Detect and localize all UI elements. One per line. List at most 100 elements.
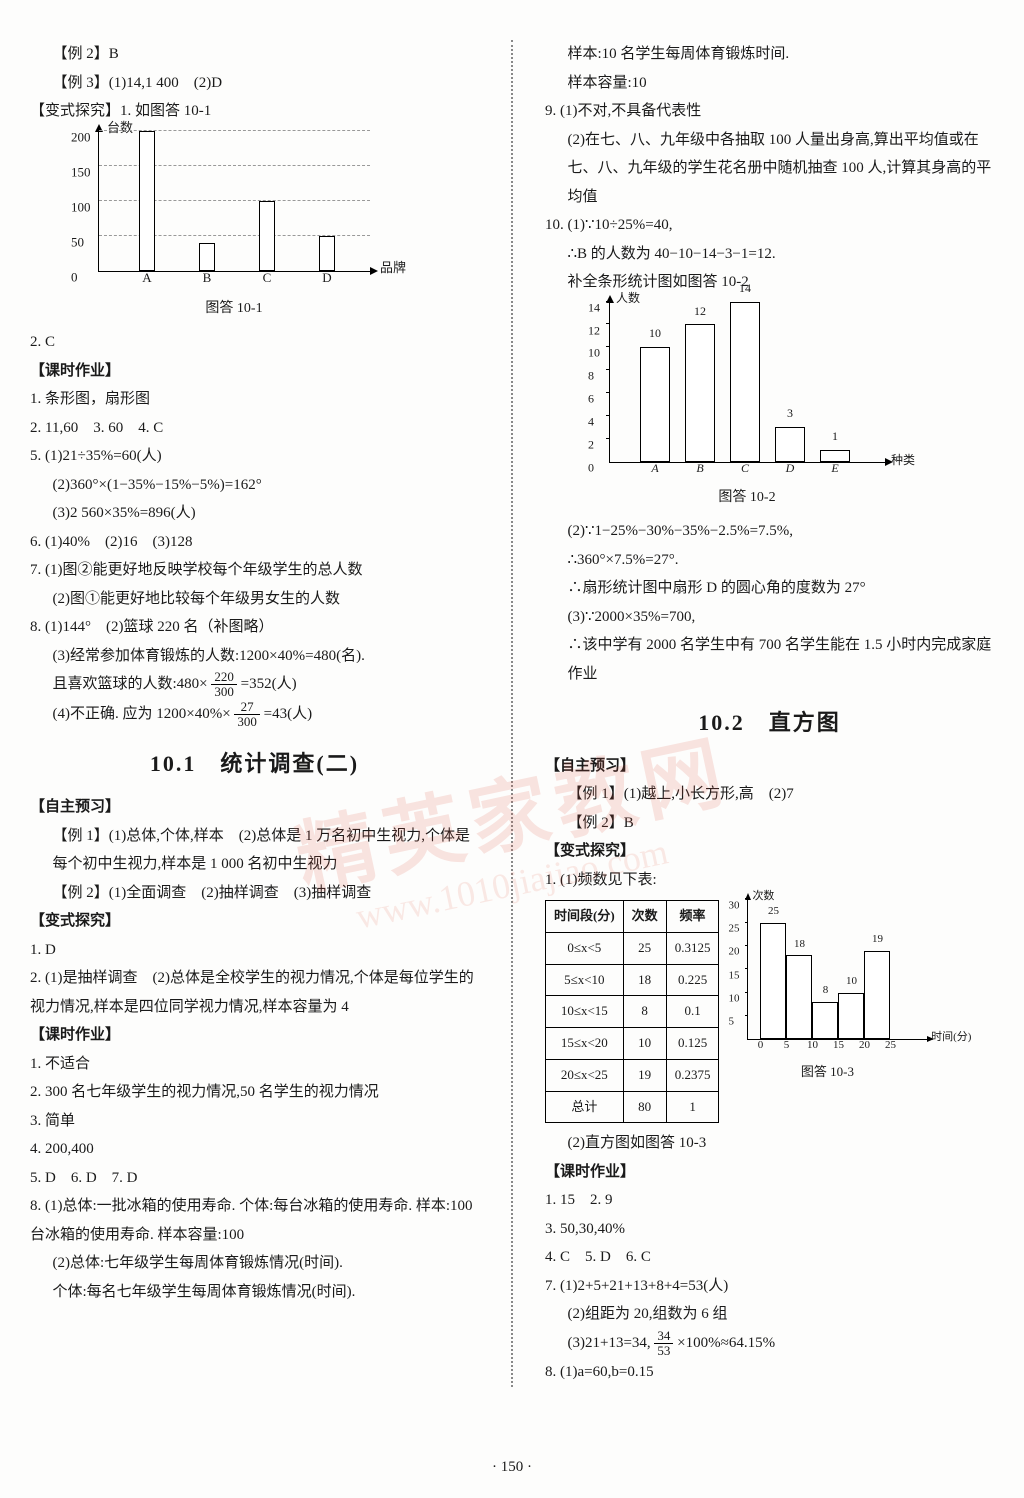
fraction: 220 300 — [211, 670, 237, 700]
text-line: 【例 1】(1)越上,小长方形,高 (2)7 — [545, 780, 994, 809]
tick-mark — [745, 898, 748, 899]
bar-label: 14 — [739, 277, 751, 300]
section-head: 【课时作业】 — [30, 357, 479, 386]
y-tick: 2 — [588, 433, 594, 456]
y-tick: 0 — [588, 456, 594, 479]
text-line: 【例 2】B — [545, 809, 994, 838]
text-line: (2)总体:七年级学生每周体育锻炼情况(时间). — [30, 1249, 479, 1278]
chart-10-1: 台数 品牌 050100150200ABCD 图答 10-1 — [70, 132, 370, 323]
fraction-num: 27 — [234, 700, 260, 715]
tick-mark — [606, 346, 610, 347]
tick-mark — [745, 945, 748, 946]
x-axis-label: 品牌 — [380, 256, 406, 281]
table-cell: 10≤x<15 — [546, 996, 624, 1028]
text-fragment: =43(人) — [264, 706, 312, 722]
bar — [139, 131, 155, 271]
text-line: 【变式探究】1. 如图答 10-1 — [30, 97, 479, 126]
fraction-den: 53 — [654, 1344, 673, 1358]
tick-mark — [606, 392, 610, 393]
table-row: 总计801 — [546, 1091, 719, 1123]
text-line: 补全条形统计图如图答 10-2 — [545, 268, 994, 297]
bar — [760, 923, 786, 1040]
text-line: (3)2 560×35%=896(人) — [30, 499, 479, 528]
table-cell: 总计 — [546, 1091, 624, 1123]
bar — [685, 324, 715, 461]
x-tick: 20 — [859, 1035, 870, 1056]
text-line: (3)21+13=34, 34 53 ×100%≈64.15% — [545, 1329, 994, 1359]
y-tick: 4 — [588, 410, 594, 433]
x-tick: E — [831, 457, 838, 480]
axis-arrow — [370, 267, 378, 275]
section-head: 【变式探究】 — [545, 837, 994, 866]
text-line: (2)组距为 20,组数为 6 组 — [545, 1300, 994, 1329]
chart-10-2: 人数 种类 0246810121410A12B14C3D1E 图答 10-2 — [585, 303, 885, 512]
text-line: 个体:每名七年级学生每周体育锻炼情况(时间). — [30, 1278, 479, 1307]
bar — [730, 302, 760, 462]
table-cell: 80 — [623, 1091, 666, 1123]
text-line: (3)∵2000×35%=700, — [545, 603, 994, 632]
y-tick: 14 — [588, 296, 600, 319]
text-line: 1. 不适合 — [30, 1050, 479, 1079]
text-line: ∴扇形统计图中扇形 D 的圆心角的度数为 27° — [545, 574, 994, 603]
section-head: 【课时作业】 — [545, 1158, 994, 1187]
tick-mark — [745, 922, 748, 923]
text-line: 5. D 6. D 7. D — [30, 1164, 479, 1193]
table-cell: 0.3125 — [666, 933, 719, 965]
text-line: 【例 2】B — [30, 40, 479, 69]
bar — [786, 955, 812, 1039]
table-header: 次数 — [623, 901, 666, 933]
section-head: 【自主预习】 — [30, 793, 479, 822]
text-line: 3. 50,30,40% — [545, 1215, 994, 1244]
x-tick: D — [786, 457, 795, 480]
y-axis-label: 台数 — [107, 116, 133, 141]
chart-caption: 图答 10-3 — [727, 1060, 927, 1085]
x-tick: C — [741, 457, 749, 480]
text-line: 【例 2】(1)全面调查 (2)抽样调查 (3)抽样调查 — [30, 879, 479, 908]
x-tick: 0 — [758, 1035, 764, 1056]
table-cell: 10 — [623, 1028, 666, 1060]
bar — [838, 993, 864, 1040]
table-row: 10≤x<1580.1 — [546, 996, 719, 1028]
section-title: 10.1 统计调查(二) — [30, 743, 479, 785]
table-cell: 19 — [623, 1059, 666, 1091]
y-tick: 150 — [71, 160, 91, 185]
fraction-den: 300 — [234, 715, 260, 729]
text-line: ∴该中学有 2000 名学生中有 700 名学生能在 1.5 小时内完成家庭作业 — [545, 631, 994, 688]
x-tick: 5 — [784, 1035, 790, 1056]
text-line: 8. (1)a=60,b=0.15 — [545, 1358, 994, 1387]
text-line: (2)∵1−25%−30%−35%−2.5%=7.5%, — [545, 517, 994, 546]
text-line: 7. (1)2+5+21+13+8+4=53(人) — [545, 1272, 994, 1301]
y-tick: 25 — [728, 918, 739, 939]
bar-label: 8 — [823, 980, 829, 1001]
text-line: (2)直方图如图答 10-3 — [545, 1129, 994, 1158]
fraction-num: 34 — [654, 1329, 673, 1344]
text-fragment: =352(人) — [241, 676, 297, 692]
text-line: 且喜欢篮球的人数:480× 220 300 =352(人) — [30, 670, 479, 700]
text-fragment: (3)21+13=34, — [568, 1335, 651, 1351]
tick-mark — [606, 369, 610, 370]
x-tick: D — [322, 266, 331, 291]
text-line: 7. (1)图②能更好地反映学校每个年级学生的总人数 — [30, 556, 479, 585]
text-line: (2)360°×(1−35%−15%−5%)=162° — [30, 471, 479, 500]
table-header: 时间段(分) — [546, 901, 624, 933]
text-fragment: ×100%≈64.15% — [677, 1335, 775, 1351]
bar-label: 10 — [649, 322, 661, 345]
y-tick: 30 — [728, 895, 739, 916]
text-line: 样本:10 名学生每周体育锻炼时间. — [545, 40, 994, 69]
table-cell: 8 — [623, 996, 666, 1028]
x-tick: 25 — [885, 1035, 896, 1056]
table-row: 15≤x<20100.125 — [546, 1028, 719, 1060]
table-cell: 0.225 — [666, 964, 719, 996]
y-tick: 10 — [588, 342, 600, 365]
x-tick: A — [142, 266, 151, 291]
tick-mark — [745, 1015, 748, 1016]
text-line: 1. 15 2. 9 — [545, 1186, 994, 1215]
text-line: 5. (1)21÷35%=60(人) — [30, 442, 479, 471]
text-line: 样本容量:10 — [545, 69, 994, 98]
text-line: (4)不正确. 应为 1200×40%× 27 300 =43(人) — [30, 700, 479, 730]
table-cell: 15≤x<20 — [546, 1028, 624, 1060]
table-cell: 0.125 — [666, 1028, 719, 1060]
bar-label: 3 — [787, 402, 793, 425]
table-row: 20≤x<25190.2375 — [546, 1059, 719, 1091]
text-line: 【例 3】(1)14,1 400 (2)D — [30, 69, 479, 98]
